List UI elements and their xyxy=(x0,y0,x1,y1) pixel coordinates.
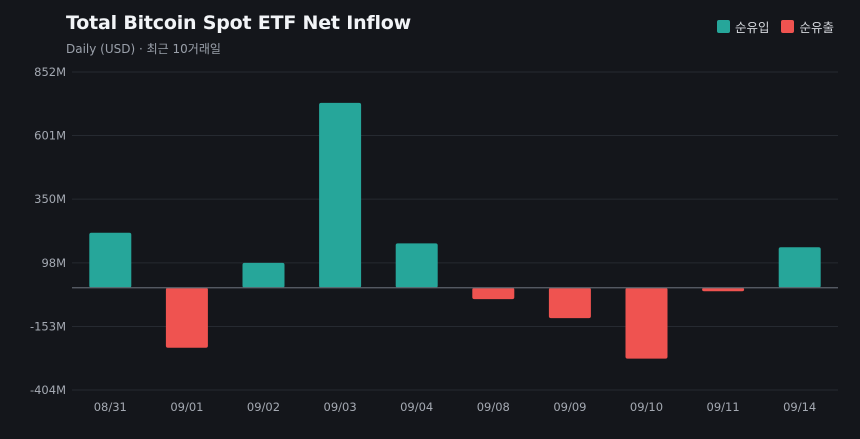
legend-label-inflow: 순유입 xyxy=(734,20,770,35)
x-tick-label: 09/14 xyxy=(783,400,816,414)
x-tick-label: 08/31 xyxy=(94,400,127,414)
x-tick-label: 09/02 xyxy=(247,400,280,414)
y-tick-label: 601M xyxy=(34,129,66,143)
bar-09-03[interactable] xyxy=(319,102,362,288)
chart-subtitle: Daily (USD) · 최근 10거래일 xyxy=(66,42,221,56)
bar-09-10[interactable] xyxy=(625,287,668,359)
x-tick-label: 09/04 xyxy=(400,400,433,414)
x-tick-label: 09/08 xyxy=(477,400,510,414)
x-tick-label: 09/01 xyxy=(170,400,203,414)
bar-09-02[interactable] xyxy=(242,262,285,288)
x-tick-label: 09/03 xyxy=(324,400,357,414)
bar-09-14[interactable] xyxy=(778,247,821,288)
bars xyxy=(89,102,821,359)
legend-label-outflow: 순유출 xyxy=(799,20,834,35)
bar-09-01[interactable] xyxy=(165,287,208,348)
legend-item-outflow: 순유출 xyxy=(781,17,834,36)
legend-swatch-inflow xyxy=(716,20,730,33)
y-tick-label: -153M xyxy=(30,319,66,333)
bar-09-11[interactable] xyxy=(702,287,745,292)
x-tick-label: 09/10 xyxy=(630,400,663,414)
x-tick-label: 09/09 xyxy=(553,400,586,414)
y-tick-labels: 852M 601M 350M 98M -153M -404M xyxy=(30,65,66,397)
x-tick-label: 09/11 xyxy=(707,400,740,414)
grid-lines xyxy=(72,71,838,391)
y-tick-label: 350M xyxy=(34,192,66,206)
bar-09-09[interactable] xyxy=(548,287,591,319)
legend-item-inflow: 순유입 xyxy=(716,17,770,36)
chart-legend: 순유입 순유출 xyxy=(716,17,834,36)
y-tick-label: 852M xyxy=(34,65,66,79)
bar-09-04[interactable] xyxy=(395,243,438,288)
legend-swatch-outflow xyxy=(781,20,795,33)
y-tick-label: 98M xyxy=(41,256,66,270)
bar-09-08[interactable] xyxy=(472,287,515,300)
bar-08-31[interactable] xyxy=(89,232,132,288)
y-tick-label: -404M xyxy=(30,383,66,397)
chart-title: Total Bitcoin Spot ETF Net Inflow xyxy=(66,12,412,34)
x-tick-labels: 08/31 09/01 09/02 09/03 09/04 09/08 09/09 09/10… xyxy=(94,400,817,414)
